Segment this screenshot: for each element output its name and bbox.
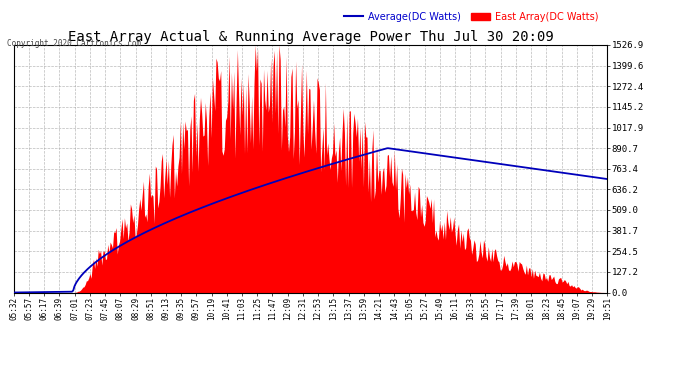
Title: East Array Actual & Running Average Power Thu Jul 30 20:09: East Array Actual & Running Average Powe… <box>68 30 553 44</box>
Text: Copyright 2020 Cartronics.com: Copyright 2020 Cartronics.com <box>7 39 141 48</box>
Legend: Average(DC Watts), East Array(DC Watts): Average(DC Watts), East Array(DC Watts) <box>340 8 602 26</box>
